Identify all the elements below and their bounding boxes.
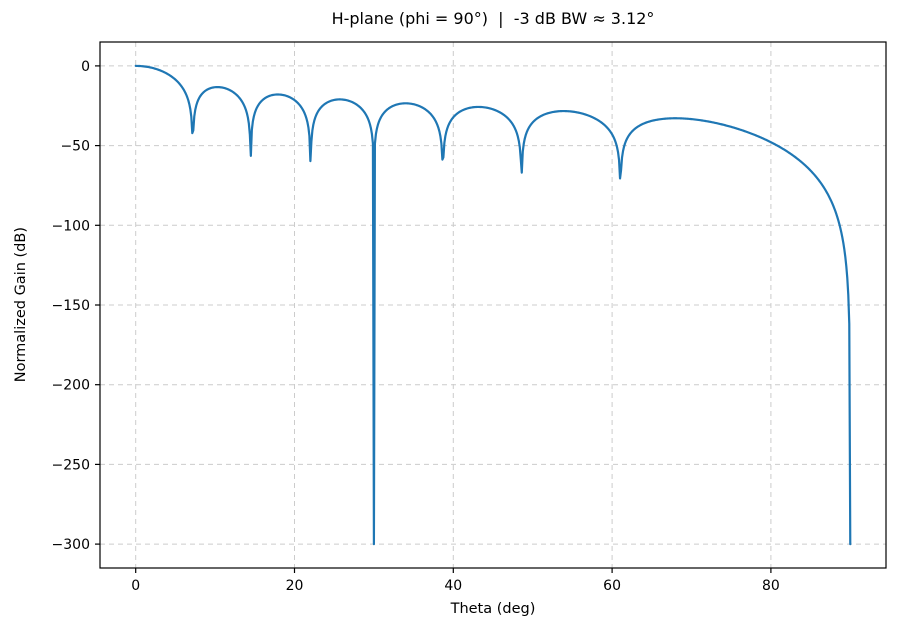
y-tick-label: −50	[60, 139, 90, 155]
x-tick-label: 0	[131, 578, 140, 594]
x-tick-label: 60	[603, 578, 621, 594]
y-tick-label: −100	[52, 218, 90, 234]
chart-title: H-plane (phi = 90°) | -3 dB BW ≈ 3.12°	[331, 9, 655, 28]
x-tick-label: 80	[762, 578, 780, 594]
y-tick-label: −150	[52, 298, 90, 314]
gain-curve	[134, 64, 852, 546]
x-axis-title: Theta (deg)	[450, 601, 536, 617]
y-tick-label: −300	[52, 537, 90, 553]
y-tick-label: −250	[52, 457, 90, 473]
y-tick-label: −200	[52, 378, 90, 394]
y-tick-label: 0	[81, 59, 90, 75]
x-tick-label: 40	[444, 578, 462, 594]
x-tick-label: 20	[286, 578, 304, 594]
